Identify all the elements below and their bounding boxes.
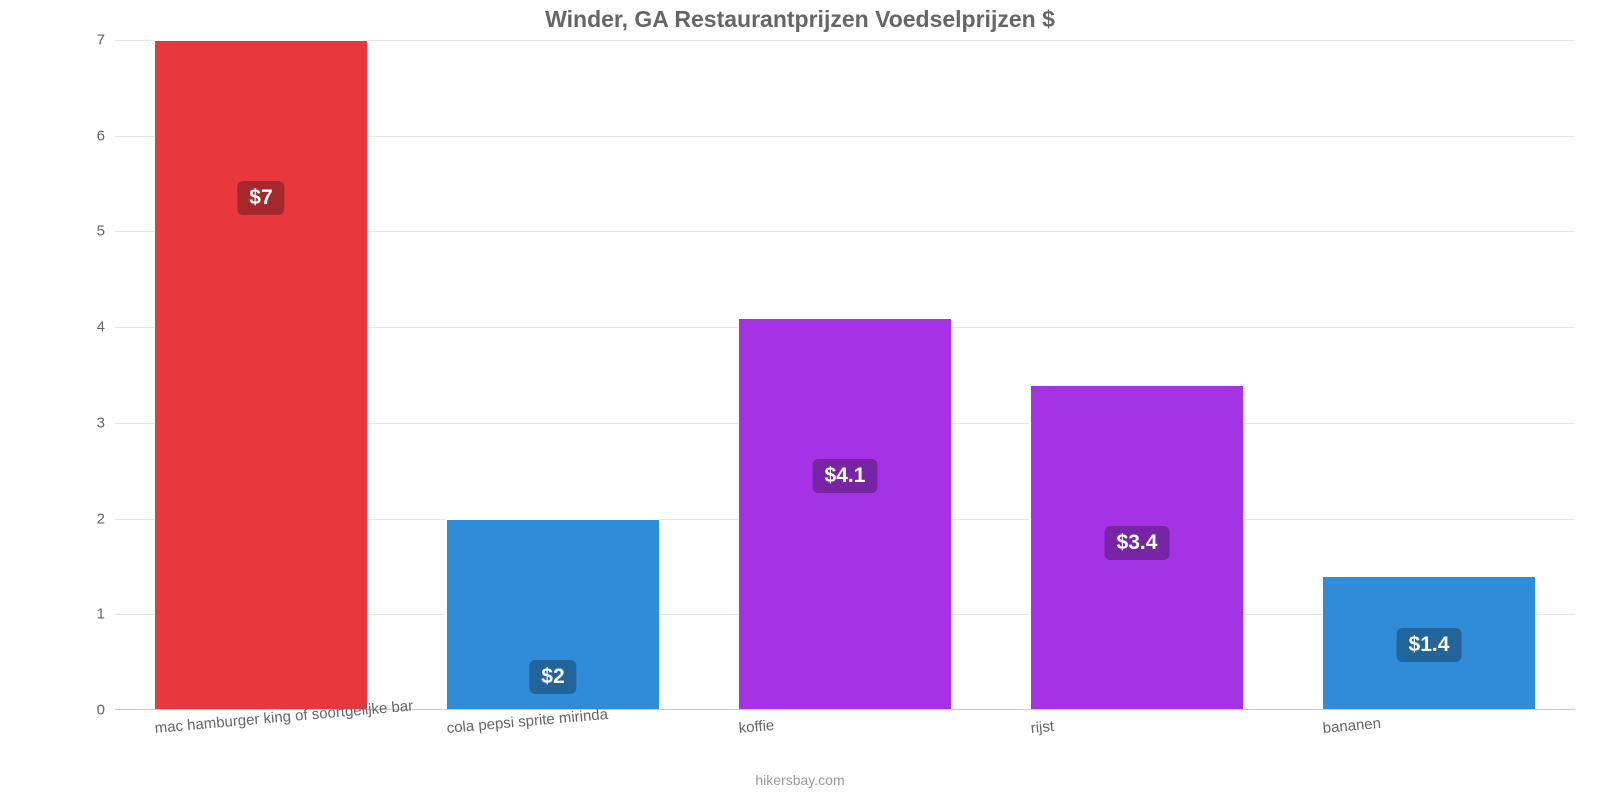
bar: $7 xyxy=(154,40,367,710)
y-tick-label: 1 xyxy=(97,606,115,623)
bar-value-badge: $1.4 xyxy=(1397,628,1462,662)
y-tick-label: 4 xyxy=(97,319,115,336)
chart-footer: hikersbay.com xyxy=(0,772,1600,788)
bar-value-badge: $2 xyxy=(529,660,576,694)
y-tick-label: 7 xyxy=(97,32,115,49)
bar-value-badge: $3.4 xyxy=(1105,526,1170,560)
x-axis-label: bananen xyxy=(1322,715,1382,737)
y-tick-label: 3 xyxy=(97,414,115,431)
bar: $2 xyxy=(446,519,659,710)
x-axis-label: cola pepsi sprite mirinda xyxy=(446,706,609,737)
bar-value-badge: $7 xyxy=(237,181,284,215)
price-chart: Winder, GA Restaurantprijzen Voedselprij… xyxy=(0,0,1600,800)
bar: $1.4 xyxy=(1322,576,1535,710)
bar-value-badge: $4.1 xyxy=(813,459,878,493)
bars-container: $7 $2 $4.1 $3.4 $1.4 xyxy=(115,40,1575,710)
bar: $4.1 xyxy=(738,318,951,710)
y-tick-label: 0 xyxy=(97,702,115,719)
x-axis-label: rijst xyxy=(1030,718,1055,737)
y-tick-label: 5 xyxy=(97,223,115,240)
y-tick-label: 6 xyxy=(97,127,115,144)
chart-title: Winder, GA Restaurantprijzen Voedselprij… xyxy=(0,6,1600,33)
y-tick-label: 2 xyxy=(97,510,115,527)
plot-area: $7$2$4.1$3.4$1.4 01234567mac hamburger k… xyxy=(115,40,1575,710)
bar: $3.4 xyxy=(1030,385,1243,710)
x-axis-label: koffie xyxy=(738,717,775,737)
